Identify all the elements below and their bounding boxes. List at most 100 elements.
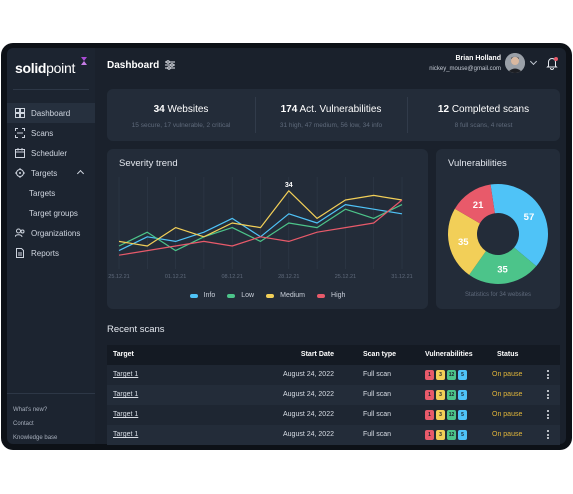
sidebar-item-targets-list[interactable]: Targets [7, 183, 95, 203]
topbar: Dashboard Brian Holland nickey_mouse@gma… [95, 48, 566, 84]
sidebar-item-organizations[interactable]: Organizations [7, 223, 95, 243]
donut-slice[interactable] [469, 247, 537, 284]
stat-completed-scans: 12 Completed scans 8 full scans, 4 retes… [407, 89, 560, 141]
vuln-count-badge: 3 [436, 410, 445, 420]
x-tick-label: 28.12.21 [278, 274, 299, 280]
donut-slice[interactable] [490, 184, 548, 267]
bell-icon[interactable] [545, 56, 559, 70]
sidebar-item-label: Target groups [29, 208, 78, 218]
sidebar-item-scheduler[interactable]: Scheduler [7, 143, 95, 163]
donut-slice[interactable] [448, 208, 486, 275]
vuln-count-badge: 1 [425, 430, 434, 440]
sidebar-item-targets[interactable]: Targets [7, 163, 95, 183]
target-link[interactable]: Target 1 [113, 411, 139, 418]
slice-label: 57 [524, 212, 535, 223]
main-content: Dashboard Brian Holland nickey_mouse@gma… [95, 48, 566, 445]
user-email: nickey_mouse@gmail.com [429, 66, 501, 72]
vulnerability-badges: 1 3 12 5 [425, 365, 467, 385]
stat-label: Act. Vulnerabilities [299, 104, 382, 115]
column-header-scan-type[interactable]: Scan type [363, 351, 397, 358]
x-tick-label: 08.12.21 [221, 274, 242, 280]
avatar[interactable] [505, 53, 525, 73]
filter-icon[interactable] [165, 60, 175, 70]
sidebar-item-target-groups[interactable]: Target groups [7, 203, 95, 223]
legend-swatch [189, 293, 198, 298]
brand-name-bold: solid [15, 60, 47, 76]
brand-name-light: point [46, 60, 76, 76]
sidebar-item-reports[interactable]: Reports [7, 243, 95, 263]
severity-trend-title: Severity trend [119, 158, 178, 169]
knowledge-base-link[interactable]: Knowledge base [13, 435, 58, 441]
scan-type: Full scan [363, 371, 392, 378]
status-badge: On pause [492, 411, 523, 418]
whats-new-link[interactable]: What's new? [13, 407, 48, 413]
legend-item-high[interactable]: High [317, 292, 345, 299]
scan-type: Full scan [363, 431, 392, 438]
sidebar-item-label: Dashboard [31, 108, 71, 118]
column-header-status[interactable]: Status [497, 351, 519, 358]
donut-slice[interactable] [454, 184, 495, 224]
recent-scans-title: Recent scans [107, 324, 165, 335]
vuln-count-badge: 12 [447, 390, 456, 400]
sidebar-item-label: Organizations [31, 228, 81, 238]
series-line-low[interactable] [118, 204, 403, 252]
vuln-count-badge: 5 [458, 430, 467, 440]
legend-item-low[interactable]: Low [227, 292, 254, 299]
recent-scans-table: Target Start Date Scan type Vulnerabilit… [107, 345, 560, 445]
vuln-count-badge: 12 [447, 410, 456, 420]
start-date: August 24, 2022 [283, 431, 334, 438]
vuln-count-badge: 5 [458, 410, 467, 420]
table-row[interactable]: Target 1 August 24, 2022 Full scan 1 3 12 5 On … [107, 425, 560, 445]
target-link[interactable]: Target 1 [113, 431, 139, 438]
more-options-icon[interactable] [547, 425, 549, 445]
sidebar-item-label: Targets [29, 188, 56, 198]
more-options-icon[interactable] [547, 365, 549, 385]
vulnerability-badges: 1 3 12 5 [425, 385, 467, 405]
sidebar-item-label: Reports [31, 248, 60, 258]
column-header-vulnerabilities[interactable]: Vulnerabilities [425, 351, 473, 358]
stat-label: Websites [167, 104, 209, 115]
sidebar-item-label: Scans [31, 128, 54, 138]
status-badge: On pause [492, 391, 523, 398]
stat-detail: 15 secure, 17 vulnerable, 2 critical [131, 122, 231, 129]
brand-mark-icon [81, 57, 87, 65]
severity-trend-card: Severity trend 25.12.21 01.12.21 08.12.21 2… [107, 149, 428, 309]
table-row[interactable]: Target 1 August 24, 2022 Full scan 1 3 12 5 On … [107, 405, 560, 425]
legend-label: Low [241, 292, 255, 299]
series-line-medium[interactable] [118, 190, 403, 247]
sidebar-item-label: Scheduler [31, 148, 68, 158]
legend-item-medium[interactable]: Medium [266, 292, 305, 299]
start-date: August 24, 2022 [283, 411, 334, 418]
column-header-target[interactable]: Target [113, 351, 134, 358]
sidebar-item-dashboard[interactable]: Dashboard [7, 103, 95, 123]
vuln-count-badge: 3 [436, 430, 445, 440]
series-line-high[interactable] [118, 199, 403, 256]
app-window: solidpoint Dashboard Scans Scheduler Tar… [1, 43, 572, 450]
table-row[interactable]: Target 1 August 24, 2022 Full scan 1 3 12 5 On … [107, 365, 560, 385]
sidebar-item-scans[interactable]: Scans [7, 123, 95, 143]
user-name: Brian Holland [455, 55, 501, 62]
legend-item-info[interactable]: Info [189, 292, 215, 299]
vulnerability-badges: 1 3 12 5 [425, 405, 467, 425]
column-header-start-date[interactable]: Start Date [300, 351, 334, 358]
more-options-icon[interactable] [547, 385, 549, 405]
table-row[interactable]: Target 1 August 24, 2022 Full scan 1 3 12 5 On … [107, 385, 560, 405]
x-tick-label: 01.12.21 [165, 274, 186, 280]
vulnerabilities-card: Vulnerabilities 57 35 35 21 Statistics for … [436, 149, 560, 309]
calendar-icon [15, 148, 25, 158]
vuln-count-badge: 1 [425, 410, 434, 420]
vulnerabilities-donut-chart: 57 35 35 21 [448, 184, 548, 284]
sidebar-footer: What's new? Contact Knowledge base [7, 393, 95, 445]
chevron-down-icon[interactable] [529, 57, 538, 66]
avatar-person-icon [505, 53, 525, 73]
table-header: Target Start Date Scan type Vulnerabilit… [107, 345, 560, 365]
more-options-icon[interactable] [547, 405, 549, 425]
chevron-up-icon[interactable] [76, 169, 85, 178]
target-link[interactable]: Target 1 [113, 391, 139, 398]
target-icon [15, 168, 25, 178]
brand-logo[interactable]: solidpoint [15, 60, 75, 76]
contact-link[interactable]: Contact [13, 421, 34, 427]
legend-swatch [227, 293, 236, 298]
target-link[interactable]: Target 1 [113, 371, 139, 378]
scan-icon [15, 128, 25, 138]
